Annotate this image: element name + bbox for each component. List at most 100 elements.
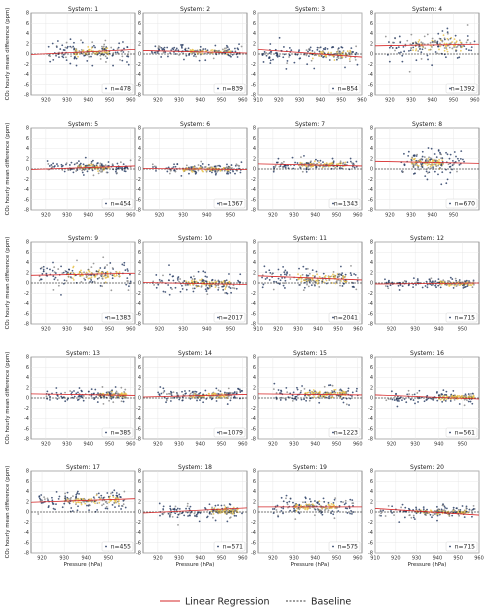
scatter-point [410,47,413,50]
scatter-point [423,156,426,158]
scatter-point [191,170,194,173]
scatter-point [126,46,129,48]
scatter-point [122,400,125,403]
scatter-point [342,275,345,277]
scatter-point [426,178,429,181]
scatter-point [45,395,48,398]
scatter-point [340,500,342,503]
y-tick-label: -2 [136,406,141,412]
n-legend-box [445,427,478,438]
scatter-point [123,264,126,267]
n-legend-box [101,541,134,552]
scatter-point [204,166,207,168]
scatter-point [269,62,272,64]
scatter-point [270,51,273,53]
y-tick-label: -8 [24,551,29,557]
scatter-point [230,509,232,512]
scatter-point [193,512,196,515]
scatter-point [356,63,359,66]
n-count-label: n=571 [223,544,243,551]
scatter-point [351,395,353,397]
n-legend-marker [217,545,219,548]
scatter-point [319,46,322,49]
scatter-point [192,49,194,52]
scatter-point [464,393,467,396]
scatter-point [408,49,410,52]
x-tick-label: 950 [458,442,468,448]
scatter-point [437,508,440,511]
y-tick-label: -2 [24,406,29,412]
y-tick-label: 2 [370,499,373,505]
scatter-point [96,165,99,168]
scatter-point [116,51,119,54]
scatter-point [192,275,195,278]
scatter-point [309,394,311,397]
scatter-point [280,496,283,499]
scatter-point [87,269,90,272]
scatter-point [467,393,470,395]
scatter-point [413,162,415,165]
scatter-point [215,280,218,283]
y-tick-label: 0 [253,167,256,173]
scatter-point [127,270,129,272]
scatter-point [387,280,390,283]
scatter-point [454,277,457,280]
scatter-point [120,400,123,403]
scatter-point [105,61,107,63]
scatter-point [159,46,161,48]
scatter-point [309,500,312,503]
scatter-point [226,163,228,166]
scatter-point [105,505,108,508]
scatter-point [101,169,104,172]
scatter-point [83,165,86,168]
scatter-point [473,40,476,43]
scatter-point [39,267,42,270]
scatter-point [66,398,69,401]
scatter-point [119,496,122,498]
scatter-point [346,50,349,53]
scatter-points [143,43,247,62]
scatter-point [471,286,474,289]
y-tick-label: 6 [253,21,256,27]
scatter-point [82,163,85,166]
scatter-point [269,43,272,45]
scatter-point [437,278,440,281]
scatter-point [446,395,449,398]
scatter-point [403,280,406,282]
scatter-point [277,277,280,280]
scatter-point [107,391,109,393]
y-tick-label: 2 [26,41,29,47]
scatter-point [416,43,419,45]
scatter-point [208,512,211,515]
scatter-point [420,163,423,166]
scatter-point [225,282,228,284]
scatter-point [115,390,118,393]
scatter-point [352,502,355,505]
scatter-point [213,507,216,509]
scatter-point [213,50,216,52]
scatter-point [268,57,271,59]
scatter-point [320,163,322,165]
y-tick-label: 2 [370,156,373,162]
scatter-point [301,385,303,387]
panel-title: System: 1 [68,6,98,13]
y-tick-label: 0 [26,510,29,516]
scatter-point [349,498,352,501]
scatter-point [169,169,172,172]
scatter-point [300,278,303,280]
scatter-point [224,279,226,282]
scatter-point [157,46,160,49]
scatter-point [214,519,217,522]
scatter-point [202,270,205,273]
scatter-point [310,160,312,163]
scatter-point [103,48,106,51]
x-tick-label: 910 [370,556,380,562]
legend: Linear Regression Baseline [160,597,351,608]
scatter-point [275,509,278,511]
scatter-point [471,515,473,518]
scatter-point [290,49,293,52]
scatter-point [114,506,116,508]
scatter-point [415,59,418,62]
scatter-point [90,266,93,269]
scatter-point [332,503,335,506]
